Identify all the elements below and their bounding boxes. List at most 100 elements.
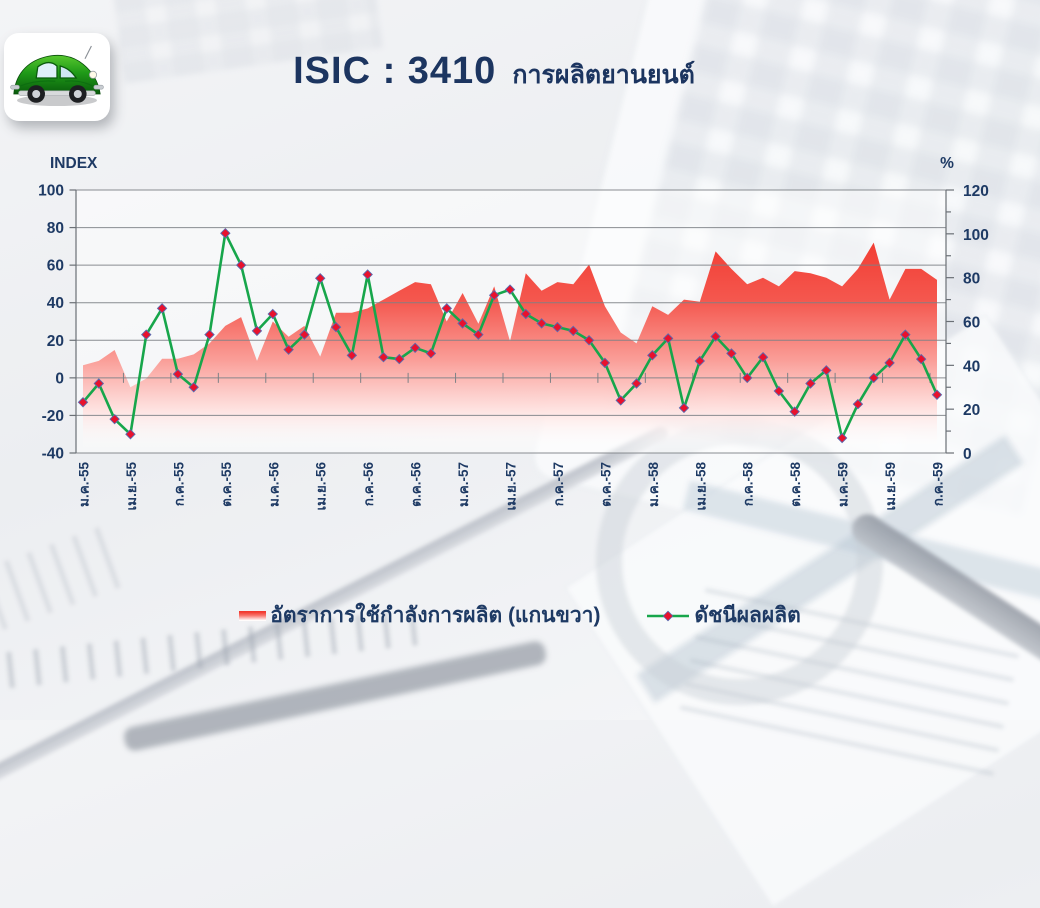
- data-point-marker: [773, 385, 785, 397]
- title-industry-name: การผลิตยานยนต์: [512, 61, 695, 89]
- left-axis-tick-label: 100: [38, 183, 64, 200]
- x-axis-tick-label: ม.ค.-58: [646, 462, 661, 507]
- data-point-marker: [267, 308, 279, 320]
- right-axis-tick-label: 120: [963, 183, 989, 200]
- data-point-marker: [520, 308, 532, 320]
- x-axis-tick-label: ก.ค.-59: [931, 462, 946, 506]
- data-point-marker: [283, 344, 294, 355]
- data-point-marker: [172, 368, 184, 380]
- data-point-marker: [915, 353, 927, 365]
- data-point-marker: [488, 289, 500, 301]
- data-point-marker: [314, 273, 326, 284]
- data-point-marker: [536, 318, 547, 329]
- data-point-marker: [204, 329, 215, 340]
- data-point-marker: [726, 348, 737, 359]
- data-point-marker: [425, 348, 437, 359]
- data-point-marker: [821, 365, 832, 376]
- data-point-marker: [789, 406, 800, 417]
- data-point-marker: [141, 329, 152, 340]
- data-point-marker: [362, 269, 373, 280]
- data-point-marker: [457, 318, 468, 329]
- x-axis-tick-label: ม.ค.-55: [77, 462, 92, 507]
- data-point-marker: [631, 378, 642, 389]
- data-point-marker: [473, 329, 484, 340]
- right-axis-tick-label: 100: [963, 227, 989, 244]
- data-point-marker: [710, 331, 721, 342]
- data-point-marker: [378, 351, 389, 363]
- data-point-marker: [394, 353, 405, 365]
- capacity-utilization-area: [83, 242, 937, 453]
- x-axis-tick-label: เม.ย.-56: [314, 462, 329, 511]
- x-axis-tick-label: ม.ค.-56: [266, 462, 281, 507]
- left-axis-title: INDEX: [50, 155, 98, 172]
- data-point-marker: [805, 378, 816, 389]
- right-axis-tick-label: 80: [963, 271, 980, 288]
- data-point-marker: [836, 432, 848, 444]
- left-axis-tick-label: -20: [42, 408, 64, 425]
- data-point-marker: [694, 355, 706, 367]
- x-axis-tick-label: ต.ค.-55: [219, 462, 234, 507]
- x-axis-tick-label: ต.ค.-57: [598, 462, 613, 507]
- data-point-marker: [884, 357, 895, 369]
- x-axis-tick-label: เม.ย.-58: [693, 462, 708, 511]
- green-line-red-diamond-swatch-icon: [647, 610, 690, 621]
- car-icon: [10, 45, 104, 106]
- data-point-marker: [409, 342, 421, 354]
- chart-area: -40 -20 0 20 40 60 80 100 0 20 40 60 80 100 120 INDEX % ม…: [38, 155, 989, 511]
- data-point-marker: [346, 350, 358, 361]
- x-axis-tick-label: ก.ค.-57: [551, 462, 566, 506]
- data-point-marker: [235, 259, 247, 271]
- title-isic-code: ISIC : 3410: [293, 50, 497, 92]
- left-axis-tick-label: 20: [47, 333, 64, 350]
- data-point-marker: [568, 325, 579, 337]
- right-axis-tick-label: 20: [963, 402, 980, 419]
- data-point-marker: [615, 395, 626, 406]
- x-axis-tick-label: เม.ย.-55: [124, 462, 139, 511]
- right-axis-tick-label: 40: [963, 358, 980, 375]
- data-point-marker: [330, 321, 342, 333]
- data-point-marker: [188, 382, 199, 393]
- right-axis-tick-label: 60: [963, 315, 980, 332]
- x-axis-tick-label: ก.ค.-55: [171, 462, 186, 507]
- data-point-marker: [678, 402, 690, 414]
- data-point-marker: [741, 372, 753, 384]
- data-point-marker: [156, 303, 168, 314]
- data-point-marker: [504, 284, 516, 295]
- x-axis-tick-label: ม.ค.-57: [456, 462, 471, 507]
- legend-item-capacity-utilization: อัตราการใช้กำลังการผลิต (แกนขวา): [239, 599, 600, 632]
- x-axis-tick-label: ต.ค.-58: [788, 462, 803, 507]
- data-point-marker: [441, 303, 452, 314]
- data-point-marker: [77, 397, 89, 408]
- legend-label: อัตราการใช้กำลังการผลิต (แกนขวา): [270, 604, 601, 627]
- data-point-marker: [552, 321, 563, 333]
- x-axis-tick-label: เม.ย.-57: [504, 462, 519, 510]
- data-point-marker: [599, 357, 611, 369]
- data-point-marker: [125, 428, 136, 440]
- data-point-marker: [299, 329, 310, 340]
- data-point-marker: [852, 398, 864, 410]
- x-axis-tick-label: ก.ค.-56: [361, 462, 376, 507]
- right-axis-title: %: [940, 155, 954, 172]
- data-point-marker: [900, 329, 911, 340]
- data-point-marker: [662, 333, 674, 344]
- car-badge-card: [4, 33, 110, 121]
- left-axis-tick-label: 80: [47, 220, 64, 237]
- legend-label: ดัชนีผลผลิต: [694, 604, 801, 627]
- x-axis-tick-label: ม.ค.-59: [836, 462, 851, 507]
- left-axis-tick-label: -40: [42, 446, 64, 463]
- data-point-marker: [868, 372, 879, 384]
- data-point-marker: [647, 350, 658, 361]
- data-point-marker: [109, 413, 120, 425]
- left-axis-tick-label: 60: [47, 258, 64, 275]
- red-area-swatch-icon: [239, 610, 267, 621]
- page-title: ISIC : 3410 การผลิตยานยนต์: [0, 50, 1014, 95]
- data-point-marker: [583, 335, 595, 346]
- legend-item-production-index: ดัชนีผลผลิต: [646, 599, 801, 632]
- left-axis-tick-label: 0: [55, 370, 64, 387]
- chart-legend: อัตราการใช้กำลังการผลิต (แกนขวา) ดัชนีผล…: [0, 599, 1040, 632]
- data-point-marker: [251, 325, 263, 337]
- data-point-marker: [220, 227, 231, 239]
- right-axis-tick-label: 0: [963, 446, 972, 463]
- data-point-marker: [93, 378, 105, 389]
- data-point-marker: [931, 389, 943, 401]
